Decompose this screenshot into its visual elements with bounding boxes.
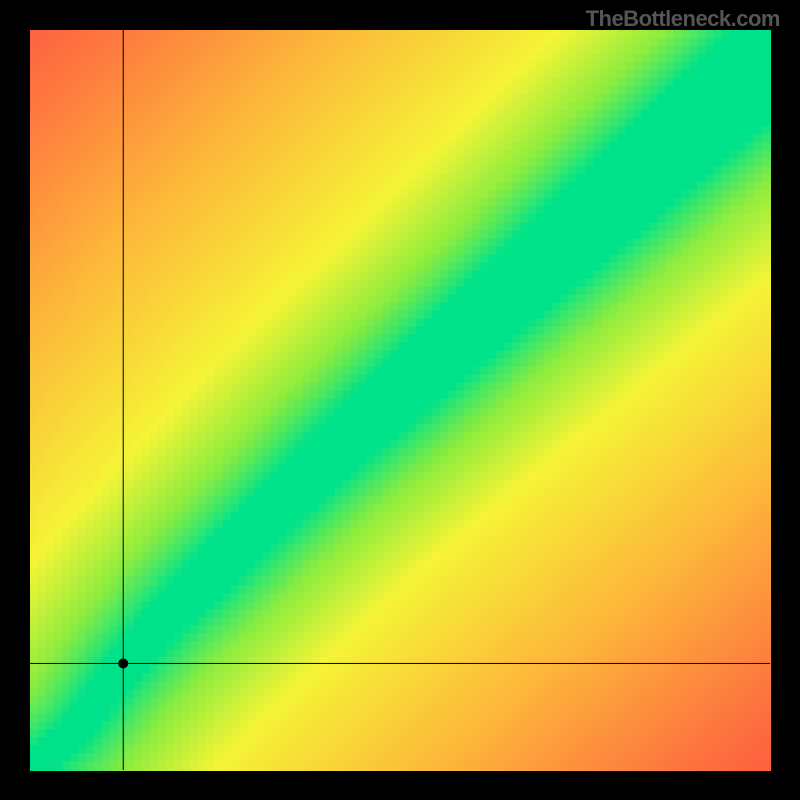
watermark-label: TheBottleneck.com: [586, 6, 780, 32]
bottleneck-heatmap: [0, 0, 800, 800]
